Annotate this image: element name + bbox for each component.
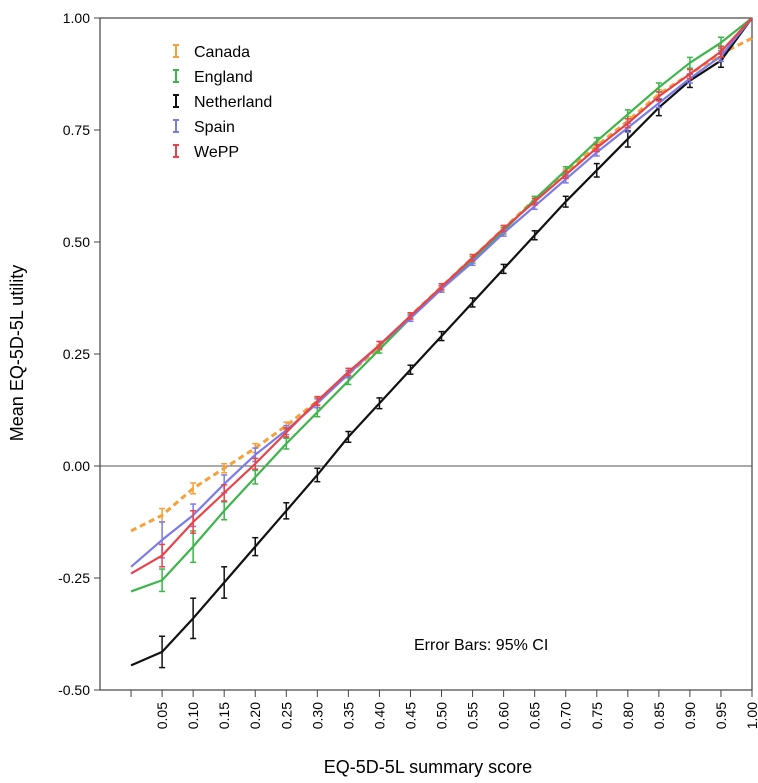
y-tick-label: -0.50 [58, 682, 90, 698]
x-tick-label: 0.25 [278, 702, 294, 729]
legend-label: WePP [194, 144, 239, 161]
x-tick-label: 0.85 [651, 702, 667, 729]
x-tick-label: 0.60 [496, 702, 512, 729]
x-tick-label: 0.20 [247, 702, 263, 729]
series-group [130, 17, 753, 669]
x-tick-label: 0.80 [620, 702, 636, 729]
y-tick-label: 1.00 [63, 10, 90, 26]
x-tick-label: 0.70 [558, 702, 574, 729]
legend-item-england: England [173, 69, 253, 86]
series-wepp [130, 17, 753, 575]
y-tick-label: 0.00 [63, 458, 90, 474]
legend-item-spain: Spain [173, 119, 235, 136]
x-tick-label: 0.40 [371, 702, 387, 729]
axes: 1.00 0.75 0.50 0.25 0.00 -0.25 -0.50 0.05 0.10 0.… [58, 10, 758, 729]
x-tick-label: 0.45 [402, 702, 418, 729]
y-tick-label: 0.75 [63, 122, 90, 138]
x-tick-label: 0.30 [309, 702, 325, 729]
legend-label: Netherland [194, 94, 272, 111]
x-tick-label: 0.10 [185, 702, 201, 729]
series-line [130, 36, 753, 533]
x-tick-label: 0.65 [527, 702, 543, 729]
x-tick-label: 0.75 [589, 702, 605, 729]
legend-item-canada: Canada [173, 44, 250, 61]
x-axis-title: EQ-5D-5L summary score [324, 757, 532, 777]
x-tick-label: 0.35 [340, 702, 356, 729]
legend: Canada England Netherland Spain WePP [173, 44, 272, 161]
x-tick-label: 1.00 [744, 702, 758, 729]
legend-label: Spain [194, 119, 235, 136]
y-tick-label: -0.25 [58, 570, 90, 586]
legend-label: England [194, 69, 253, 86]
y-tick-label: 0.25 [63, 346, 90, 362]
x-tick-label: 0.95 [713, 702, 729, 729]
error-bars-annotation: Error Bars: 95% CI [414, 637, 548, 654]
y-axis-title: Mean EQ-5D-5L utility [7, 265, 27, 441]
legend-item-netherland: Netherland [173, 94, 272, 111]
legend-label: Canada [194, 44, 250, 61]
x-tick-label: 0.15 [216, 702, 232, 729]
x-tick-label: 0.55 [465, 702, 481, 729]
legend-item-wepp: WePP [173, 144, 239, 161]
x-tick-label: 0.05 [154, 702, 170, 729]
x-tick-label: 0.50 [434, 702, 450, 729]
y-tick-label: 0.50 [63, 234, 90, 250]
x-tick-label: 0.90 [682, 702, 698, 729]
